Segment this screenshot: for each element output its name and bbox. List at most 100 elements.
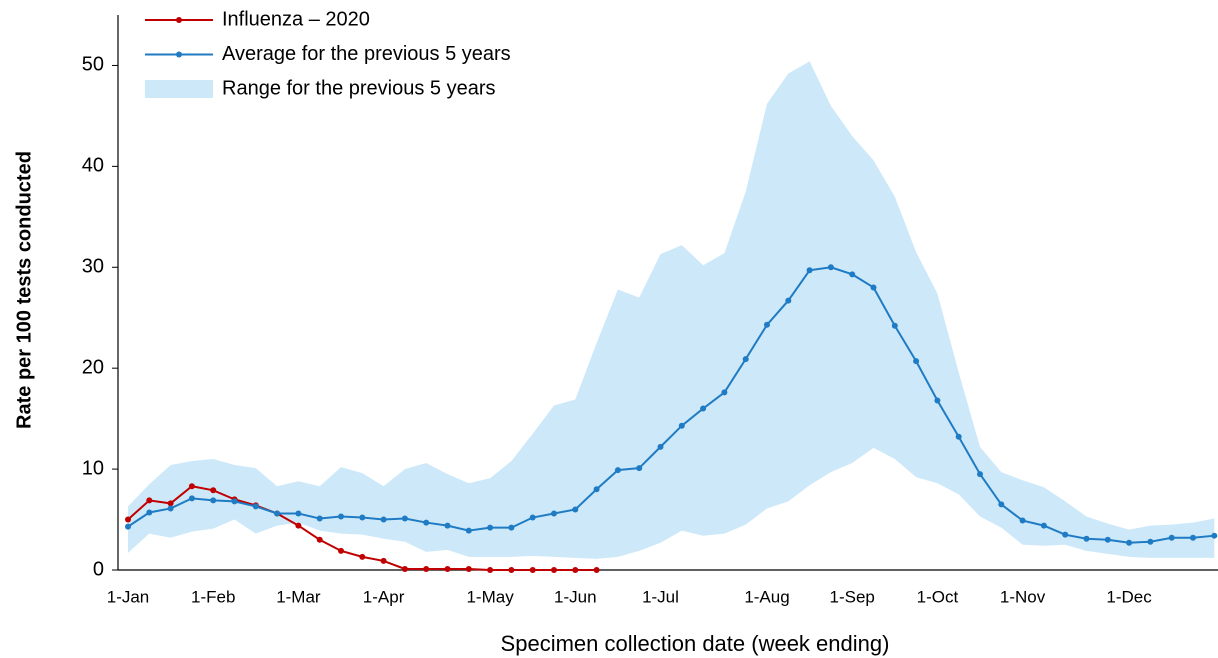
data-point (316, 536, 323, 543)
data-point (998, 501, 1005, 508)
data-point (444, 522, 451, 529)
x-tick-label: 1-Mar (276, 587, 321, 606)
data-point (529, 514, 536, 521)
x-tick-label: 1-Apr (363, 587, 405, 606)
data-point (977, 471, 983, 478)
data-point (487, 567, 494, 573)
data-point (444, 565, 451, 572)
y-tick-label: 0 (93, 558, 104, 580)
data-point (529, 567, 536, 573)
data-point (423, 565, 430, 572)
x-tick-label: 1-May (466, 587, 514, 606)
data-point (295, 522, 302, 529)
data-point (849, 271, 856, 278)
data-point (1083, 535, 1090, 542)
data-point (401, 515, 408, 522)
x-tick-label: 1-Oct (917, 587, 959, 606)
data-point (827, 264, 834, 271)
data-point (551, 567, 557, 573)
data-point (167, 505, 174, 512)
data-point (401, 565, 408, 572)
data-point (870, 284, 877, 291)
data-point (252, 503, 259, 510)
data-point (593, 486, 600, 493)
data-point (934, 397, 941, 404)
y-tick-label: 20 (82, 356, 104, 378)
data-point (742, 356, 749, 363)
data-point (785, 297, 792, 304)
legend-label: Range for the previous 5 years (222, 77, 496, 99)
x-tick-label: 1-Jun (554, 587, 597, 606)
data-point (1168, 534, 1175, 541)
data-point (359, 553, 366, 560)
data-point (423, 519, 430, 526)
data-point (657, 443, 664, 450)
y-tick-label: 30 (82, 256, 104, 278)
axes-layer: 0 10 20 30 40 50 1-Jan 1-Feb 1-Mar 1-Apr 1-May 1-Ju… (82, 15, 1218, 606)
data-point (1104, 536, 1111, 543)
legend-label: Average for the previous 5 years (222, 43, 511, 65)
x-tick-label: 1-Dec (1106, 587, 1152, 606)
data-point (678, 422, 685, 429)
data-point (636, 465, 643, 472)
legend-label: Influenza – 2020 (222, 8, 370, 30)
y-tick-label: 50 (82, 54, 104, 76)
data-point (721, 389, 728, 396)
data-point (465, 527, 472, 534)
data-point (338, 547, 344, 554)
data-point (700, 405, 707, 412)
data-point (1211, 532, 1218, 539)
legend-marker (176, 51, 182, 58)
data-point (764, 321, 770, 328)
data-point (955, 433, 962, 440)
data-point (1019, 517, 1026, 524)
line-layer (125, 264, 1218, 573)
data-point (487, 524, 494, 531)
legend-layer: Influenza – 2020 Average for the previous… (145, 8, 511, 99)
data-point (188, 495, 195, 502)
x-tick-label: 1-Sep (830, 587, 875, 606)
x-tick-label: 1-Feb (191, 587, 235, 606)
data-point (210, 487, 217, 494)
data-point (508, 567, 515, 573)
series-line (127, 266, 1215, 544)
data-point (1040, 522, 1047, 529)
data-point (231, 498, 238, 505)
data-point (146, 509, 153, 516)
data-point (380, 516, 387, 523)
data-point (125, 516, 131, 523)
data-point (572, 567, 579, 573)
data-point (891, 322, 898, 329)
legend-marker (176, 17, 182, 23)
data-point (593, 567, 600, 573)
data-point (1062, 531, 1069, 538)
data-point (338, 513, 344, 520)
data-point (359, 514, 366, 521)
range-band (128, 61, 1215, 559)
y-axis-label: Rate per 100 tests conducted (13, 151, 35, 429)
x-tick-label: 1-Nov (1000, 587, 1046, 606)
data-point (1126, 539, 1133, 546)
data-point (465, 565, 472, 572)
data-point (806, 267, 813, 274)
data-point (380, 557, 387, 564)
data-point (572, 506, 579, 513)
legend-swatch (145, 80, 213, 98)
data-point (1190, 534, 1196, 541)
data-point (167, 500, 174, 507)
data-point (295, 510, 302, 517)
y-tick-label: 10 (82, 457, 104, 479)
x-tick-label: 1-Aug (744, 587, 789, 606)
data-point (614, 467, 621, 474)
band-layer (128, 61, 1215, 559)
y-tick-label: 40 (82, 155, 104, 177)
data-point (188, 483, 195, 490)
data-point (210, 497, 217, 504)
data-point (274, 510, 281, 517)
data-point (316, 515, 323, 522)
data-point (913, 358, 920, 365)
data-point (508, 524, 515, 531)
x-axis-label: Specimen collection date (week ending) (501, 631, 890, 656)
x-tick-label: 1-Jul (642, 587, 679, 606)
